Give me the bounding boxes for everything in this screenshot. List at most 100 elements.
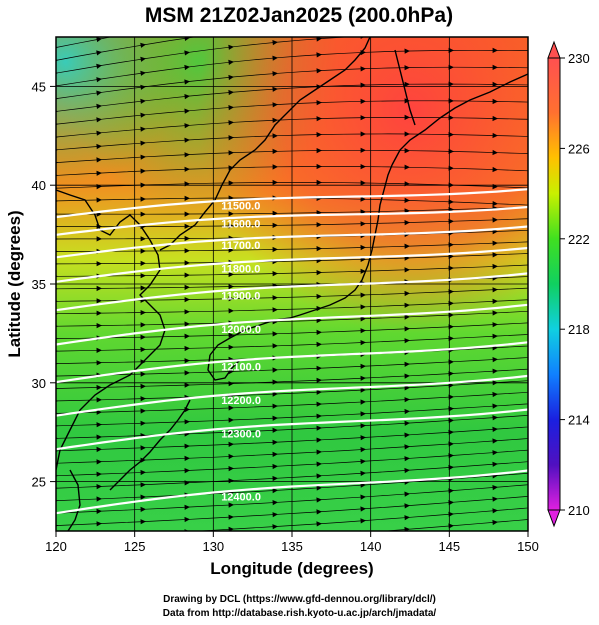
streamline: [56, 496, 528, 526]
wind-arrow: [184, 504, 190, 510]
streamline: [56, 100, 528, 125]
wind-arrow: [140, 457, 146, 463]
wind-arrow: [536, 482, 542, 487]
wind-arrow: [492, 201, 498, 207]
wind-arrow: [228, 180, 234, 186]
streamline: [56, 149, 528, 163]
wind-arrow: [184, 480, 190, 486]
wind-arrow: [493, 14, 498, 19]
wind-arrow: [228, 211, 234, 217]
wind-arrow: [316, 37, 322, 42]
wind-arrow: [404, 432, 410, 438]
y-tick-label: 40: [32, 178, 46, 193]
coastlines: [56, 37, 528, 531]
wind-arrow: [448, 418, 454, 424]
contour-label: 11700.0: [221, 240, 260, 252]
wind-arrow: [448, 182, 454, 188]
wind-arrow: [140, 168, 146, 174]
credit-drawing: Drawing by DCL (https://www.gfd-dennou.o…: [163, 594, 436, 605]
wind-arrow: [184, 345, 190, 352]
wind-arrow: [537, 204, 543, 209]
wind-arrow: [404, 467, 410, 474]
wind-arrow: [404, 81, 410, 87]
wind-arrow: [316, 401, 322, 407]
wind-arrow: [316, 461, 322, 467]
wind-arrow: [448, 199, 454, 205]
y-axis-ticks: 25 30 35 40 45: [32, 79, 56, 490]
wind-arrow: [404, 373, 410, 379]
wind-arrow: [228, 441, 234, 447]
wind-arrow: [316, 52, 322, 58]
contour-line: [56, 341, 528, 384]
wind-arrow: [97, 534, 103, 539]
x-axis-label: Longitude (degrees): [210, 559, 373, 578]
wind-arrow: [360, 470, 366, 476]
contour-line: [56, 246, 528, 283]
wind-arrow: [272, 246, 278, 253]
wind-arrow: [140, 322, 146, 328]
wind-arrow: [184, 419, 190, 425]
wind-arrow: [537, 331, 543, 336]
wind-arrow: [140, 260, 146, 266]
streamline: [56, 438, 528, 464]
wind-arrow: [272, 367, 278, 373]
wind-arrow: [96, 471, 102, 477]
wind-arrow: [316, 425, 322, 431]
wind-arrow: [140, 273, 146, 279]
wind-arrow: [404, 326, 410, 332]
streamline: [56, 391, 528, 414]
streamline: [56, 182, 528, 189]
wind-arrow: [536, 378, 542, 383]
wind-arrow: [360, 50, 366, 56]
wind-arrow: [537, 355, 543, 360]
wind-arrow: [96, 157, 102, 163]
streamline: [56, 334, 528, 352]
wind-arrow: [493, 31, 498, 36]
wind-arrow: [96, 236, 102, 242]
wind-arrow: [96, 170, 102, 176]
wind-arrow: [404, 48, 410, 54]
geopotential-contours: 11500.0 11600.0 11700.0 11800.0 11900.0 12000…: [56, 188, 528, 515]
wind-arrow: [493, 0, 498, 2]
wind-arrow: [360, 387, 366, 393]
x-tick-label: 140: [360, 539, 382, 554]
wind-arrow: [492, 415, 498, 421]
y-tick-label: 25: [32, 475, 46, 490]
wind-arrow: [492, 252, 498, 258]
wind-arrow: [228, 453, 234, 460]
wind-arrow: [184, 50, 190, 56]
wind-arrow: [228, 344, 234, 350]
wind-arrow: [537, 262, 543, 267]
wind-arrow: [228, 165, 234, 171]
wind-arrow: [404, 267, 410, 273]
wind-arrow: [537, 366, 543, 371]
wind-arrow: [140, 334, 146, 340]
wind-arrow: [184, 260, 190, 266]
contour-label: 11600.0: [221, 218, 260, 230]
wind-arrow: [141, 531, 147, 536]
wind-arrow: [448, 148, 454, 154]
streamline: [56, 66, 528, 100]
wind-arrow: [448, 523, 454, 529]
wind-arrow: [536, 389, 542, 394]
wind-arrow: [404, 148, 410, 154]
colorbar-tick-label: 218: [568, 322, 590, 337]
colorbar-tick-label: 222: [568, 232, 590, 247]
wind-arrow: [140, 383, 146, 389]
wind-arrow: [448, 488, 454, 494]
wind-arrow: [140, 346, 146, 353]
wind-arrow: [228, 223, 234, 229]
wind-arrow: [184, 333, 190, 339]
colorbar-ticks: 210 214 218 222 226 230: [560, 51, 590, 518]
y-axis-label: Latitude (degrees): [5, 210, 24, 357]
wind-arrow: [360, 494, 366, 500]
wind-arrow: [536, 401, 542, 406]
wind-arrow: [96, 103, 102, 109]
wind-arrow: [448, 371, 454, 377]
wind-arrow: [228, 59, 234, 65]
wind-arrow: [537, 320, 543, 325]
colorbar-min-arrow: [547, 509, 561, 528]
wind-arrow: [448, 406, 454, 412]
streamline: [56, 206, 528, 215]
wind-arrow: [272, 307, 278, 313]
